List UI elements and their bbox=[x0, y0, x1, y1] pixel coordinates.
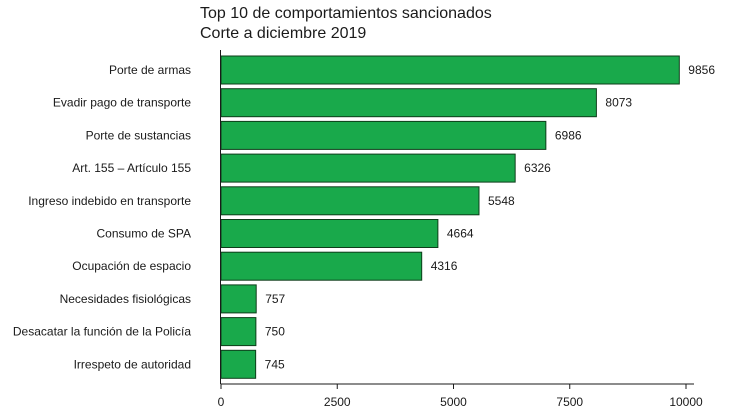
category-label: Consumo de SPA bbox=[97, 227, 192, 241]
data-label: 6326 bbox=[524, 161, 551, 175]
bars-group: Porte de armas 9856 Evadir pago de transpo… bbox=[13, 55, 715, 379]
x-tick-label: 5000 bbox=[440, 395, 467, 409]
bar bbox=[220, 284, 257, 314]
data-label: 6986 bbox=[555, 128, 582, 142]
category-label: Desacatar la función de la Policía bbox=[13, 325, 191, 339]
x-tick-label: 7500 bbox=[556, 395, 583, 409]
x-axis: 0 2500 5000 7500 10000 bbox=[218, 50, 703, 409]
chart-title: Top 10 de comportamientos sancionados bbox=[200, 5, 492, 22]
bar bbox=[220, 317, 257, 347]
data-label: 5548 bbox=[488, 194, 515, 208]
x-tick-label: 10000 bbox=[669, 395, 703, 409]
chart-subtitle: Corte a diciembre 2019 bbox=[200, 25, 367, 42]
bar bbox=[220, 55, 680, 85]
data-label: 757 bbox=[265, 292, 285, 306]
category-label: Evadir pago de transporte bbox=[53, 96, 191, 110]
data-label: 4316 bbox=[431, 259, 458, 273]
category-label: Ingreso indebido en transporte bbox=[28, 194, 191, 208]
bar bbox=[220, 349, 257, 379]
data-label: 9856 bbox=[688, 63, 715, 77]
bar bbox=[220, 120, 547, 150]
data-label: 745 bbox=[265, 357, 285, 371]
bar bbox=[220, 251, 423, 281]
bar bbox=[220, 219, 439, 248]
bar bbox=[220, 186, 480, 216]
bar bbox=[220, 153, 516, 183]
x-tick-label: 2500 bbox=[324, 395, 351, 409]
data-label: 8073 bbox=[605, 96, 632, 110]
x-tick-label: 0 bbox=[218, 395, 225, 409]
bar bbox=[220, 88, 597, 118]
category-label: Porte de sustancias bbox=[86, 128, 191, 142]
category-label: Necesidades fisiológicas bbox=[60, 292, 191, 306]
category-label: Art. 155 – Artículo 155 bbox=[72, 161, 191, 175]
category-label: Porte de armas bbox=[109, 63, 191, 77]
chart-title-block: Top 10 de comportamientos sancionados Co… bbox=[200, 4, 492, 44]
data-label: 4664 bbox=[447, 227, 474, 241]
category-label: Irrespeto de autoridad bbox=[74, 357, 191, 371]
data-label: 750 bbox=[265, 325, 285, 339]
category-label: Ocupación de espacio bbox=[72, 259, 191, 273]
